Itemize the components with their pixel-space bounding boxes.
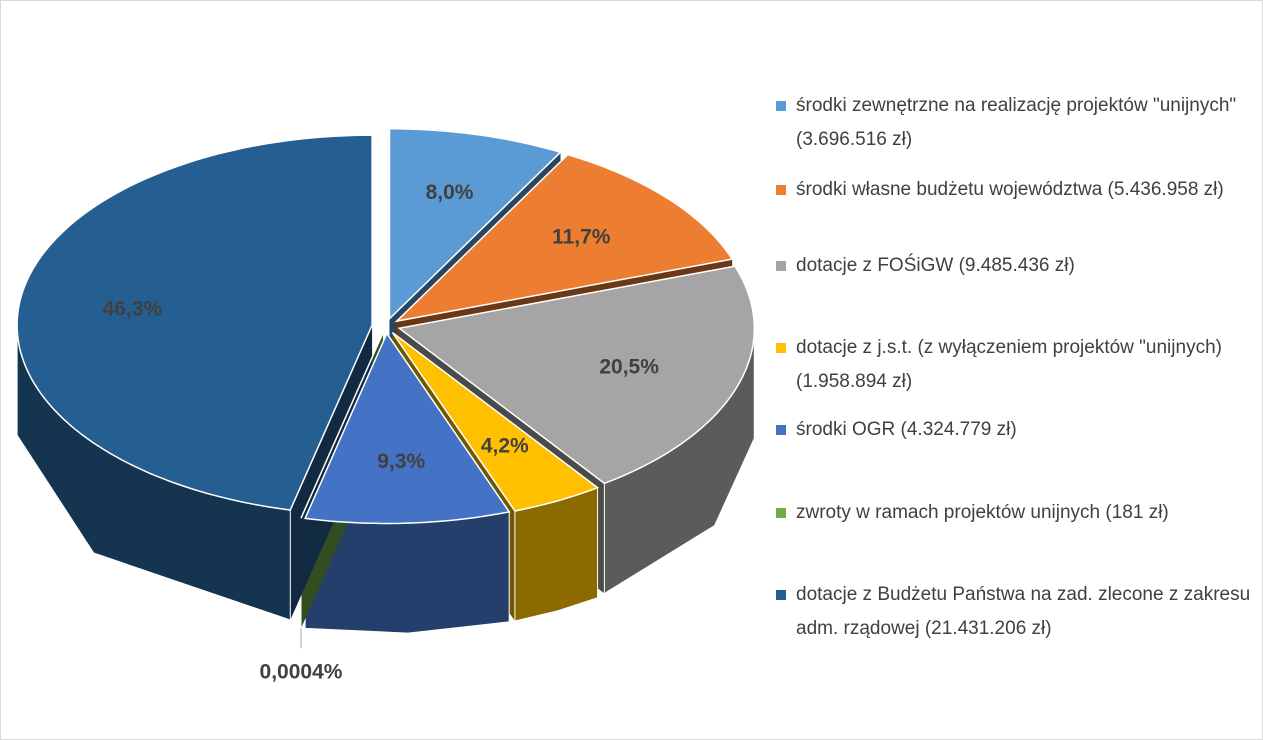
- slice: [397, 265, 756, 485]
- data-label: 0,0004%: [260, 661, 343, 684]
- data-label: 4,2%: [481, 435, 529, 458]
- legend-item: środki OGR (4.324.779 zł): [776, 413, 1262, 447]
- data-label: 46,3%: [103, 298, 163, 321]
- pie-area: 8,0% 11,7% 20,5% 4,2% 9,3% 0,0004% 46,3%: [16, 127, 756, 684]
- legend-item: dotacje z FOŚiGW (9.485.436 zł): [776, 249, 1262, 283]
- data-label: 20,5%: [599, 355, 659, 378]
- data-label: 11,7%: [552, 225, 611, 248]
- legend-item: dotacje z Budżetu Państwa na zad. zlecon…: [776, 578, 1262, 646]
- slice: [388, 127, 562, 321]
- slice: [300, 332, 384, 519]
- slice: [391, 332, 600, 512]
- legend-swatch: [776, 185, 786, 195]
- legend-swatch: [776, 425, 786, 435]
- data-label: 9,3%: [377, 450, 425, 473]
- legend-swatch: [776, 343, 786, 353]
- slice: [304, 331, 511, 525]
- data-label: 8,0%: [426, 181, 474, 204]
- legend-label: dotacje z FOŚiGW (9.485.436 zł): [796, 255, 1075, 276]
- legend-item: środki zewnętrzne na realizację projektó…: [776, 89, 1262, 157]
- legend-label: środki własne budżetu województwa (5.436…: [796, 179, 1224, 200]
- legend-item: zwroty w ramach projektów unijnych (181 …: [776, 496, 1262, 530]
- legend-swatch: [776, 590, 786, 600]
- legend-swatch: [776, 508, 786, 518]
- slice: [16, 134, 373, 511]
- legend-swatch: [776, 101, 786, 111]
- legend-label: dotacje z Budżetu Państwa na zad. zlecon…: [796, 584, 1251, 639]
- legend-item: dotacje z j.s.t. (z wyłączeniem projektó…: [776, 331, 1262, 399]
- legend-label: środki zewnętrzne na realizację projektó…: [796, 95, 1237, 150]
- legend-label: środki OGR (4.324.779 zł): [796, 419, 1017, 440]
- slice: [394, 153, 734, 323]
- legend-label: dotacje z j.s.t. (z wyłączeniem projektó…: [796, 337, 1222, 392]
- legend-label: zwroty w ramach projektów unijnych (181 …: [796, 502, 1169, 523]
- legend-swatch: [776, 261, 786, 271]
- legend-item: środki własne budżetu województwa (5.436…: [776, 173, 1262, 207]
